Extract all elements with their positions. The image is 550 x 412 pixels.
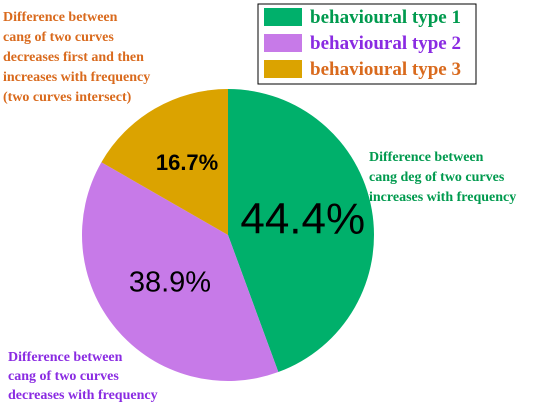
- slice-annotations: Difference between cang deg of two curves…: [3, 10, 516, 403]
- pie-slices: [82, 89, 374, 381]
- annotation-line: cang of two curves: [8, 369, 119, 384]
- annotation-line: cang of two curves: [3, 30, 114, 45]
- legend-label-1: behavioural type 1: [310, 7, 461, 28]
- legend: behavioural type 1 behavioural type 2 beha…: [257, 3, 477, 85]
- slice-annotation-3: Difference between cang of two curves decr…: [3, 10, 150, 105]
- pie-slice-1: [228, 89, 374, 373]
- annotation-line: increases with frequency: [3, 70, 150, 85]
- annotation-line: decreases first and then: [3, 50, 144, 65]
- pie-slice-2: [82, 162, 279, 381]
- annotation-line: decreases with frequency: [8, 388, 158, 403]
- legend-swatch-1: [264, 8, 302, 26]
- legend-label-3: behavioural type 3: [310, 59, 461, 80]
- slice-annotation-2: Difference between cang of two curves decr…: [8, 350, 158, 403]
- slice-value-label-1: 44.4%: [240, 194, 365, 243]
- annotation-line: Difference between: [3, 10, 118, 25]
- annotation-line: increases with frequency: [369, 190, 516, 205]
- legend-swatch-3: [264, 60, 302, 78]
- legend-label-2: behavioural type 2: [310, 33, 461, 54]
- pie-slice-3: [101, 89, 228, 235]
- annotation-line: Difference between: [8, 350, 123, 365]
- annotation-line: (two curves intersect): [3, 90, 132, 105]
- slice-value-label-3: 16.7%: [156, 150, 218, 175]
- slice-value-labels: 44.4% 38.9% 16.7%: [129, 150, 365, 299]
- slice-value-label-2: 38.9%: [129, 267, 211, 299]
- slice-annotation-1: Difference between cang deg of two curves…: [369, 150, 516, 205]
- annotation-line: Difference between: [369, 150, 484, 165]
- legend-swatch-2: [264, 34, 302, 52]
- annotation-line: cang deg of two curves: [369, 170, 505, 185]
